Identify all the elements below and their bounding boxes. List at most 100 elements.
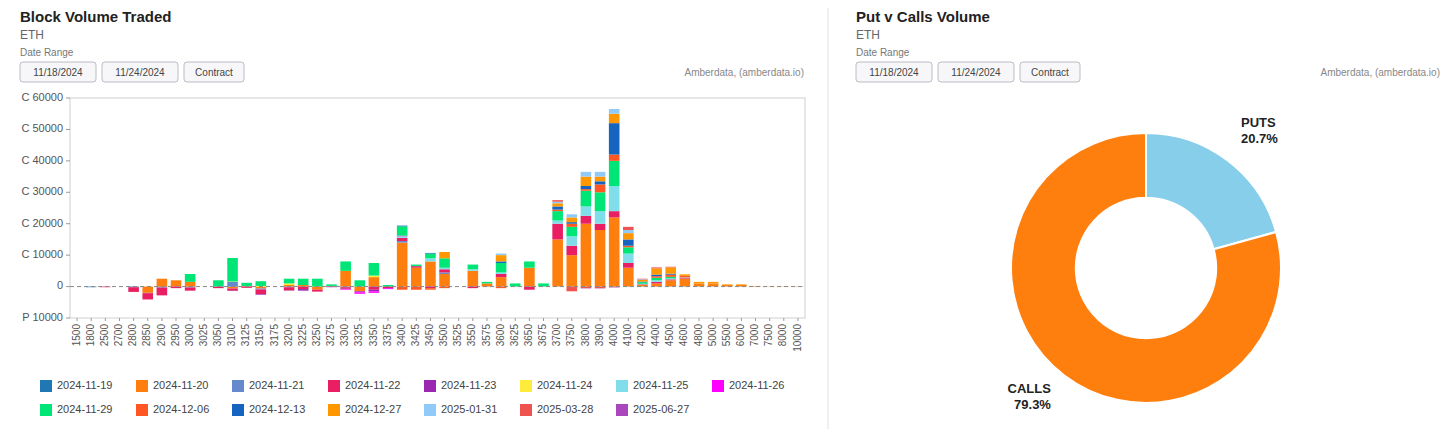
bar (354, 280, 365, 286)
x-tick (684, 318, 685, 321)
bar (595, 172, 606, 177)
x-tick (486, 318, 487, 321)
bar (340, 261, 351, 270)
x-tick (373, 318, 374, 321)
bar (439, 268, 450, 270)
x-tick (119, 318, 120, 321)
bar (623, 254, 634, 263)
x-tick (289, 318, 290, 321)
bar (566, 287, 577, 292)
bar (128, 287, 139, 292)
panel-divider (828, 8, 829, 429)
bar (326, 284, 337, 286)
x-tick (614, 318, 615, 321)
x-tick (571, 318, 572, 321)
slice (1146, 133, 1276, 249)
x-tick (755, 318, 756, 321)
bar (142, 287, 153, 293)
bar (468, 271, 479, 287)
x-tick-label: 3225 (297, 324, 308, 347)
legend-label: 2025-01-31 (441, 403, 497, 415)
x-tick-label: 4100 (622, 324, 633, 347)
x-tick (557, 318, 558, 321)
bar (566, 227, 577, 236)
bar (171, 280, 182, 286)
bar (637, 280, 648, 282)
bar (397, 238, 408, 241)
bar (298, 289, 309, 291)
x-tick (161, 318, 162, 321)
bar (496, 255, 507, 261)
legend-label: 2024-12-13 (249, 403, 305, 415)
x-tick-label: 7500 (763, 324, 774, 347)
legend-label: 2025-03-28 (537, 403, 593, 415)
bar (566, 217, 577, 222)
bar (552, 206, 563, 209)
bar (581, 224, 592, 287)
x-tick (727, 318, 728, 321)
legend-label: 2024-11-19 (57, 379, 112, 391)
x-tick-label: 3700 (551, 324, 562, 347)
bar (566, 224, 577, 227)
x-tick (345, 318, 346, 321)
legend-label: 2024-11-24 (537, 379, 592, 391)
legend-swatch (520, 380, 532, 392)
bar (680, 274, 691, 276)
bar (722, 284, 733, 286)
bar (609, 217, 620, 286)
bar (609, 211, 620, 217)
y-tick-label: C 10000 (21, 248, 63, 260)
subtitle: ETH (20, 28, 44, 42)
bar (284, 283, 295, 285)
legend-label: 2024-11-21 (249, 379, 304, 391)
control-box (102, 62, 178, 82)
y-tick (66, 255, 70, 256)
bar (411, 268, 422, 287)
bar (284, 290, 295, 291)
x-tick (515, 318, 516, 321)
x-tick-label: 7000 (749, 324, 760, 347)
bar (369, 263, 380, 276)
bar (383, 288, 394, 290)
legend-swatch (712, 380, 724, 392)
bar (637, 282, 648, 284)
legend-swatch (424, 404, 436, 416)
annotation: Contract (1031, 67, 1069, 78)
bar (468, 269, 479, 271)
x-tick (246, 318, 247, 321)
annotation: Date Range (20, 47, 74, 58)
x-tick-label: 3350 (368, 324, 379, 347)
x-tick-label: 2800 (127, 324, 138, 347)
bar (397, 241, 408, 243)
bar (552, 200, 563, 202)
bar (552, 211, 563, 220)
title: Block Volume Traded (20, 8, 171, 25)
bar (595, 230, 606, 287)
legend-label: 2024-12-06 (153, 403, 209, 415)
x-tick (402, 318, 403, 321)
bar (566, 246, 577, 255)
x-tick-label: 3175 (269, 324, 280, 347)
y-tick (66, 192, 70, 193)
bar (581, 191, 592, 207)
x-tick (232, 318, 233, 321)
control-box (1020, 62, 1080, 82)
x-tick (670, 318, 671, 321)
bar (581, 186, 592, 189)
x-tick (585, 318, 586, 321)
x-tick-label: 2900 (156, 324, 167, 347)
legend-swatch (232, 404, 244, 416)
bar (439, 272, 450, 274)
x-tick (317, 318, 318, 321)
annotation: Amberdata, (amberdata.io) (684, 67, 804, 78)
control-box (184, 62, 244, 82)
bar (496, 274, 507, 277)
bar (425, 288, 436, 290)
x-tick (600, 318, 601, 321)
x-tick (501, 318, 502, 321)
bar (425, 258, 436, 261)
legend-label: 2024-11-22 (345, 379, 400, 391)
annotation: 11/24/2024 (951, 67, 1001, 78)
legend-swatch (520, 404, 532, 416)
bar (623, 233, 634, 239)
